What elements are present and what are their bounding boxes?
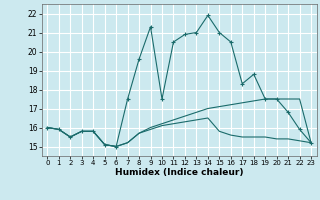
X-axis label: Humidex (Indice chaleur): Humidex (Indice chaleur) — [115, 168, 244, 177]
